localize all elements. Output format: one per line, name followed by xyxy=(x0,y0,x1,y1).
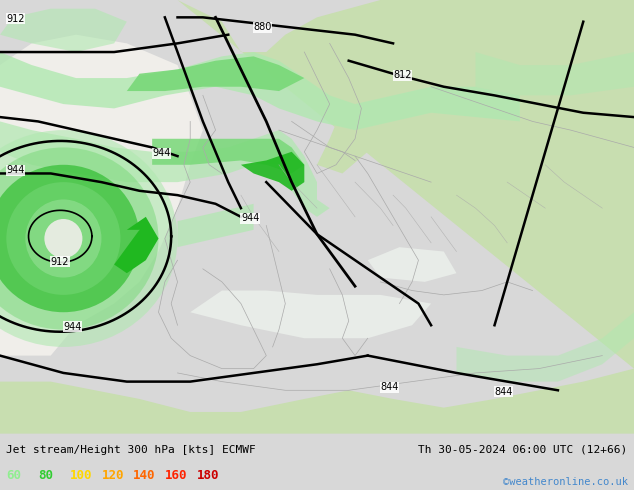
Polygon shape xyxy=(456,312,634,382)
Polygon shape xyxy=(368,247,456,282)
Polygon shape xyxy=(0,122,330,217)
Polygon shape xyxy=(152,139,304,173)
Ellipse shape xyxy=(44,219,82,258)
Polygon shape xyxy=(0,35,203,356)
Polygon shape xyxy=(190,291,431,338)
Ellipse shape xyxy=(0,147,158,330)
Polygon shape xyxy=(0,52,520,130)
Polygon shape xyxy=(178,204,254,247)
Text: 812: 812 xyxy=(393,70,411,80)
Text: 160: 160 xyxy=(165,468,187,482)
Text: 912: 912 xyxy=(6,14,25,24)
Ellipse shape xyxy=(25,199,101,277)
Polygon shape xyxy=(127,56,304,91)
Text: 120: 120 xyxy=(101,468,124,482)
Text: 944: 944 xyxy=(63,321,82,332)
Text: 140: 140 xyxy=(133,468,155,482)
Polygon shape xyxy=(0,0,634,434)
Text: 60: 60 xyxy=(6,468,22,482)
Text: 80: 80 xyxy=(38,468,53,482)
Text: 912: 912 xyxy=(51,257,69,267)
Text: 844: 844 xyxy=(495,387,513,396)
Text: 944: 944 xyxy=(6,166,25,175)
Text: 880: 880 xyxy=(254,23,272,32)
Polygon shape xyxy=(241,152,304,191)
Text: 180: 180 xyxy=(197,468,219,482)
Text: 844: 844 xyxy=(380,382,399,392)
Text: Jet stream/Height 300 hPa [kts] ECMWF: Jet stream/Height 300 hPa [kts] ECMWF xyxy=(6,445,256,455)
Polygon shape xyxy=(304,22,380,173)
Polygon shape xyxy=(114,217,158,273)
Text: 944: 944 xyxy=(241,213,259,223)
Text: Th 30-05-2024 06:00 UTC (12+66): Th 30-05-2024 06:00 UTC (12+66) xyxy=(418,445,628,455)
Text: 100: 100 xyxy=(70,468,92,482)
Text: 944: 944 xyxy=(152,148,171,158)
Ellipse shape xyxy=(6,182,120,295)
Polygon shape xyxy=(0,9,127,52)
Text: ©weatheronline.co.uk: ©weatheronline.co.uk xyxy=(503,477,628,487)
Ellipse shape xyxy=(0,165,139,312)
Ellipse shape xyxy=(0,130,178,347)
Polygon shape xyxy=(476,52,634,96)
